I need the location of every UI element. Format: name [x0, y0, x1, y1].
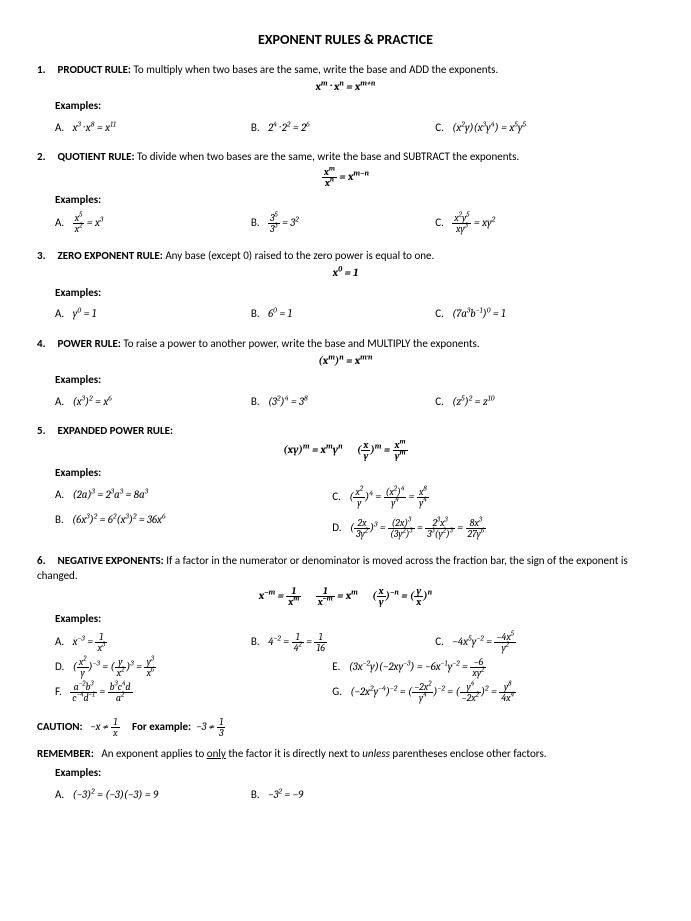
rule-3: 3. ZERO EXPONENT RULE: Any base (except …: [55, 248, 636, 322]
example: E. (3x−2y)(−2xy−3) = −6x−1y−2 = −6xy2: [332, 657, 636, 678]
for-example-label: For example:: [132, 720, 191, 733]
rule-formula: x0 = 1: [55, 265, 636, 280]
example: B. 60 = 1: [251, 306, 425, 321]
example: F. a−2b3c−4d−1 = b3c4da2: [55, 682, 322, 703]
examples-label: Examples:: [55, 372, 636, 387]
rule-name: POWER RULE:: [58, 337, 121, 350]
rule-2: 2. QUOTIENT RULE: To divide when two bas…: [55, 149, 636, 234]
remember-text: parentheses enclose other factors.: [390, 747, 547, 760]
example: B. −32 = −9: [251, 787, 425, 802]
rule-formula: x−m = 1xm 1x−m = xm (xy)−n = (yx)n: [55, 586, 636, 607]
rule-number: 5.: [37, 423, 55, 438]
remember-text: An exponent applies to: [101, 747, 206, 760]
rule-5: 5. EXPANDED POWER RULE: (xy)m = xmyn (xy…: [55, 423, 636, 539]
example: C. (x2y)4 = (x2)4y4 = x8y4: [332, 487, 636, 508]
example: A. y0 = 1: [55, 306, 241, 321]
rule-name: EXPANDED POWER RULE:: [58, 424, 174, 437]
rule-6: 6. NEGATIVE EXPONENTS: If a factor in th…: [55, 553, 636, 703]
examples-label: Examples:: [55, 465, 636, 480]
example: D. (x2y)−3 = (yx2)3 = y3x6: [55, 657, 322, 678]
example: B. 24 · 22 = 26: [251, 120, 425, 135]
example: G. (−2x2y−4)−2 = (−2x2y4)−2 = (y4−2x2)2 …: [332, 682, 636, 703]
rule-number: 2.: [37, 149, 55, 164]
examples-label: Examples:: [55, 765, 636, 780]
rule-name: ZERO EXPONENT RULE:: [58, 249, 163, 262]
example: A. x3 · x8 = x11: [55, 120, 241, 135]
caution-line: CAUTION: −x ≠ 1x For example: −3 ≠ 13: [37, 717, 636, 738]
remember-line: REMEMBER: An exponent applies to only th…: [37, 746, 636, 761]
remember-unless: unless: [362, 747, 390, 760]
rule-number: 4.: [37, 336, 55, 351]
rule-number: 1.: [37, 62, 55, 77]
example: A. (−3)2 = (−3)(−3) = 9: [55, 787, 241, 802]
example: A. (2a)3 = 23a3 = 8a3: [55, 487, 322, 502]
rule-desc: To divide when two bases are the same, w…: [137, 150, 519, 163]
rule-desc: To raise a power to another power, write…: [123, 337, 479, 350]
rule-name: QUOTIENT RULE:: [58, 150, 135, 163]
rule-formula: xm · xn = xm+n: [55, 79, 636, 94]
examples-label: Examples:: [55, 192, 636, 207]
examples-label: Examples:: [55, 98, 636, 113]
remember-only: only: [207, 747, 226, 760]
rule-1: 1. PRODUCT RULE: To multiply when two ba…: [55, 62, 636, 136]
rule-name: PRODUCT RULE:: [58, 63, 131, 76]
example: C. −4x5y−2 = −4x5y2: [435, 632, 636, 653]
examples-label: Examples:: [55, 611, 636, 626]
rule-formula: (xm)n = xm·n: [55, 353, 636, 368]
example: B. (6x3)2 = 62(x3)2 = 36x6: [55, 512, 322, 527]
example: B. 3533 = 32: [251, 213, 425, 234]
rule-name: NEGATIVE EXPONENTS:: [58, 554, 164, 567]
rule-4: 4. POWER RULE: To raise a power to anoth…: [55, 336, 636, 410]
example: A. (x3)2 = x6: [55, 394, 241, 409]
rule-number: 3.: [37, 248, 55, 263]
rule-number: 6.: [37, 553, 55, 568]
example: B. (32)4 = 38: [251, 394, 425, 409]
example: A. x−3 = 1x3: [55, 632, 241, 653]
rule-formula: xmxn = xm−n: [55, 167, 636, 188]
example: B. 4−2 = 142 = 116: [251, 632, 425, 653]
remember-label: REMEMBER:: [37, 747, 94, 760]
example: C. x2y5xy3 = xy2: [435, 213, 636, 234]
page-title: EXPONENT RULES & PRACTICE: [55, 30, 636, 50]
example: D. (2x3y2)3 = (2x)3(3y2)3 = 23x333(y2)3 …: [332, 518, 636, 539]
remember-text: the factor it is directly next to: [226, 747, 362, 760]
example: A. x5x2 = x3: [55, 213, 241, 234]
example: C. (z5)2 = z10: [435, 394, 636, 409]
rule-desc: Any base (except 0) raised to the zero p…: [165, 249, 434, 262]
example: C. (7a3b−1)0 = 1: [435, 306, 636, 321]
example: C. (x2y)(x3y4) = x5y5: [435, 120, 636, 135]
examples-label: Examples:: [55, 285, 636, 300]
rule-desc: To multiply when two bases are the same,…: [133, 63, 498, 76]
caution-label: CAUTION:: [37, 720, 83, 733]
rule-formula: (xy)m = xmyn (xy)m = xmym: [55, 440, 636, 461]
